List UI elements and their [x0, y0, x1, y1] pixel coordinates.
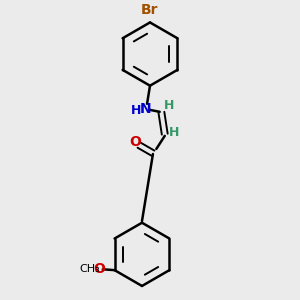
Text: Br: Br [141, 3, 159, 17]
Text: N: N [140, 102, 152, 116]
Text: H: H [131, 104, 141, 118]
Text: CH₃: CH₃ [79, 264, 100, 274]
Text: H: H [169, 126, 179, 139]
Text: O: O [129, 135, 141, 149]
Text: O: O [94, 262, 105, 276]
Text: H: H [164, 99, 174, 112]
